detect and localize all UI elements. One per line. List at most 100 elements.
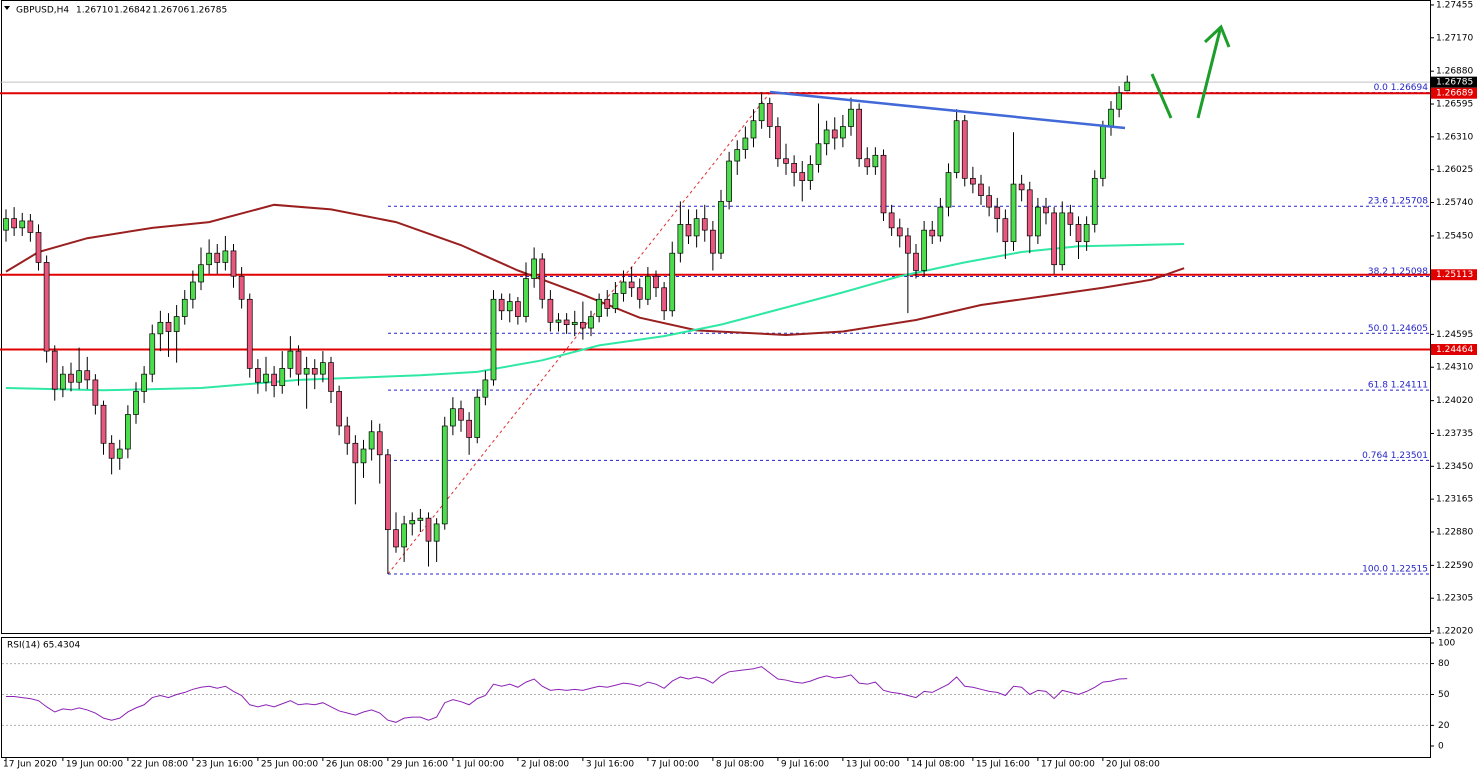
level-label: 1.25113: [1436, 270, 1473, 280]
y-tick-label: 1.25450: [1436, 231, 1473, 241]
candle-body: [653, 275, 659, 289]
candle-body: [807, 164, 814, 181]
candle-body: [368, 431, 375, 450]
candle-body: [628, 281, 635, 289]
candle-body: [287, 350, 294, 369]
candle-body: [450, 408, 456, 427]
candle-body: [279, 368, 286, 387]
candle-body: [645, 275, 651, 300]
candle-body: [872, 154, 879, 168]
candle-body: [125, 414, 131, 450]
candle-body: [311, 368, 318, 375]
y-tick-label: 1.24020: [1436, 396, 1473, 406]
x-tick-label: 19 Jun 00:00: [66, 760, 123, 770]
fib-label: 0.0 1.26694: [1374, 83, 1429, 93]
y-tick-label: 1.22305: [1436, 594, 1473, 604]
y-tick-label: 1.22590: [1436, 561, 1473, 571]
candle-body: [888, 212, 895, 229]
candle-body: [263, 373, 269, 383]
y-tick-label: 1.26880: [1436, 67, 1473, 77]
candle-body: [1059, 212, 1066, 266]
level-tag: [1431, 344, 1477, 356]
candle-body: [978, 183, 984, 196]
candle-body: [1083, 224, 1090, 243]
menu-triangle[interactable]: [4, 6, 10, 10]
candle-body: [1026, 189, 1033, 237]
candle-body: [1075, 224, 1082, 243]
price-panel: [1, 0, 1431, 634]
candle-body: [905, 235, 911, 254]
fib-label: 0.764 1.23501: [1362, 451, 1428, 461]
candle-body: [783, 158, 789, 164]
candle-body: [620, 281, 627, 294]
arrow-head: [1203, 24, 1231, 48]
symbol: GBPUSD,H4: [16, 6, 69, 16]
candle-body: [1124, 81, 1131, 92]
candle-body: [433, 523, 440, 542]
candle-body: [921, 229, 927, 271]
candle-body: [515, 301, 521, 317]
candle-body: [157, 321, 164, 335]
candle-body: [734, 149, 741, 162]
y-tick-label: 1.24310: [1436, 363, 1473, 373]
level-tag: [1431, 87, 1477, 99]
candle-body: [994, 206, 1001, 219]
candle-body: [27, 220, 34, 233]
fib-label: 100.0 1.22515: [1362, 565, 1428, 575]
x-tick-label: 1 Jul 00:00: [456, 760, 505, 770]
candle-body: [539, 258, 546, 300]
candle-body: [417, 517, 424, 521]
candle-body: [636, 287, 643, 300]
candle-body: [677, 224, 684, 254]
candle-body: [190, 281, 196, 300]
arrow-up-stroke: [1196, 29, 1222, 119]
y-tick-label: 1.23450: [1436, 462, 1473, 472]
candle-body: [1116, 92, 1122, 110]
candle-body: [43, 262, 50, 352]
candle-body: [198, 264, 204, 283]
fib-label: 61.8 1.24111: [1368, 381, 1428, 391]
candle-body: [466, 419, 472, 438]
fib-label: 50.0 1.24605: [1368, 324, 1428, 334]
candle-body: [458, 408, 464, 421]
candle-body: [1035, 206, 1041, 237]
candle-body: [823, 129, 830, 145]
candle-body: [726, 160, 732, 202]
header-price: 1.26842: [114, 6, 151, 16]
candle-body: [393, 529, 399, 548]
candle-body: [92, 379, 99, 406]
candle-body: [945, 172, 952, 208]
candle-body: [710, 229, 716, 254]
candle-body: [344, 425, 351, 444]
y-tick-label: 1.22020: [1436, 627, 1473, 637]
candle-body: [880, 154, 887, 214]
candle-body: [385, 454, 391, 531]
candle-body: [230, 250, 237, 277]
x-tick-label: 15 Jul 16:00: [976, 760, 1030, 770]
candle-body: [661, 287, 667, 312]
candle-body: [986, 195, 992, 208]
candle-body: [474, 396, 481, 438]
candle-body: [523, 278, 529, 317]
x-tick-label: 13 Jul 00:00: [846, 760, 900, 770]
candle-body: [490, 298, 497, 381]
candle-body: [238, 275, 245, 300]
x-tick-label: 9 Jul 16:00: [781, 760, 830, 770]
candle-body: [685, 224, 692, 237]
candle-body: [409, 520, 416, 525]
candle-body: [482, 379, 489, 398]
candle-body: [864, 158, 871, 168]
candle-body: [506, 301, 513, 312]
candle-body: [799, 172, 806, 181]
price-tag: [1431, 76, 1477, 88]
rsi-panel: [1, 637, 1431, 758]
candle-body: [19, 220, 26, 229]
candle-body: [441, 425, 448, 525]
candle-body: [580, 321, 586, 329]
y-tick-label: 1.25740: [1436, 198, 1473, 208]
candle-body: [214, 252, 221, 263]
candle-body: [766, 103, 773, 127]
y-tick-label: 1.27170: [1436, 33, 1473, 43]
